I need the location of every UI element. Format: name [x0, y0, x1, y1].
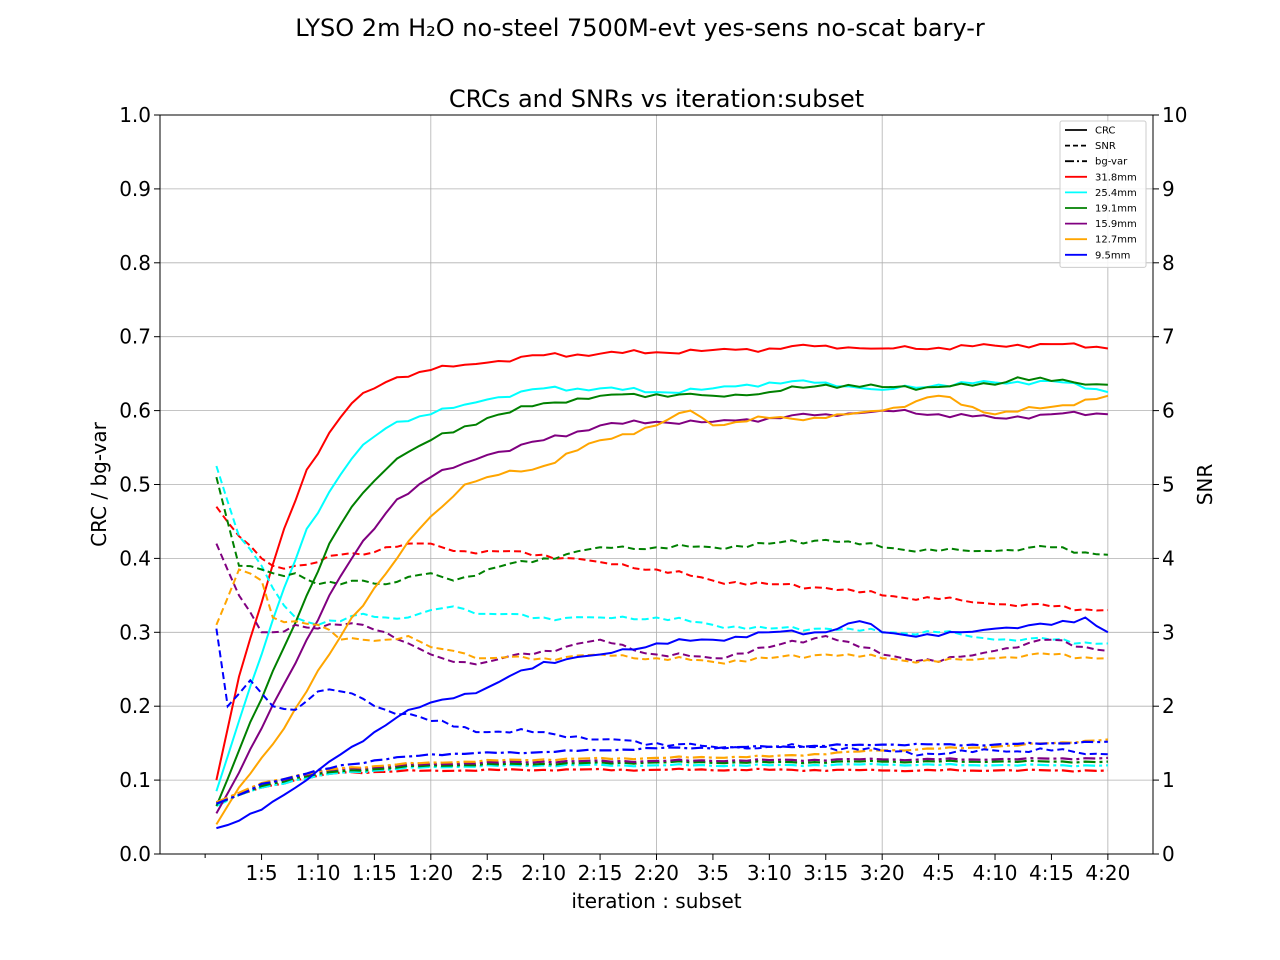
y-tick-label: 0.0	[119, 842, 151, 866]
snr-line	[215, 568, 1108, 665]
y2-tick-label: 6	[1162, 399, 1175, 423]
y-tick-label: 0.1	[119, 768, 151, 792]
snr-line	[215, 476, 1108, 586]
legend-label: 12.7mm	[1095, 235, 1137, 246]
y-tick-label: 0.6	[119, 399, 151, 423]
legend-box	[1059, 120, 1147, 268]
crc-line	[215, 379, 1109, 792]
y-tick-label: 0.4	[119, 546, 151, 570]
crc-line	[215, 394, 1109, 825]
y2-axis-label: SNR	[1193, 464, 1217, 506]
y-tick-label: 0.7	[119, 325, 151, 349]
snr-line	[215, 465, 1108, 645]
y-tick-label: 0.3	[119, 620, 151, 644]
chart-title: CRCs and SNRs vs iteration:subset	[448, 85, 865, 113]
crc-line	[215, 376, 1108, 807]
crc-line	[216, 616, 1109, 830]
y-tick-label: 0.9	[119, 177, 151, 201]
legend-label: 25.4mm	[1095, 188, 1137, 199]
y-tick-label: 0.8	[119, 251, 151, 275]
x-tick-label: 1:20	[408, 861, 453, 885]
x-tick-label: 4:5	[923, 861, 955, 885]
legend-label: 19.1mm	[1095, 204, 1137, 215]
x-tick-label: 2:5	[471, 861, 503, 885]
x-tick-label: 2:10	[521, 861, 566, 885]
y-tick-label: 0.5	[119, 473, 151, 497]
x-tick-label: 4:20	[1085, 861, 1130, 885]
y2-tick-label: 2	[1162, 694, 1175, 718]
y2-tick-label: 9	[1162, 177, 1175, 201]
snr-line	[215, 628, 1108, 757]
snr-line	[215, 506, 1108, 612]
x-axis: 1:5 1:10 1:15 1:20 2:5 2:10 2:15 2:20 3:5 3:10 3:1…	[204, 854, 1130, 885]
y2-tick-label: 1	[1162, 768, 1175, 792]
y-axis-label: CRC / bg-var	[87, 421, 111, 546]
crc-line	[215, 342, 1109, 781]
series-lines	[215, 342, 1109, 830]
legend-label: bg-var	[1095, 157, 1128, 168]
snr-line	[215, 543, 1108, 666]
bgvar-line	[215, 738, 1109, 804]
y2-tick-label: 10	[1162, 103, 1187, 127]
crc-line	[215, 408, 1108, 814]
y2-tick-label: 0	[1162, 842, 1175, 866]
x-tick-label: 3:20	[860, 861, 905, 885]
y-tick-label: 0.2	[119, 694, 151, 718]
x-tick-label: 1:5	[245, 861, 277, 885]
legend: CRC SNR bg-var 31.8mm 25.4mm 19.1mm 15.9mm 12.7…	[1059, 120, 1147, 268]
grid-lines	[160, 114, 1153, 855]
x-axis-label: iteration : subset	[571, 889, 741, 913]
bgvar-line	[216, 767, 1108, 804]
x-tick-label: 4:10	[973, 861, 1018, 885]
y2-tick-label: 4	[1162, 546, 1175, 570]
legend-label: 31.8mm	[1095, 172, 1137, 183]
x-tick-label: 2:20	[634, 861, 679, 885]
y-axis-left: 0.0 0.1 0.2 0.3 0.4 0.5 0.6 0.7 0.8 0.9 1.0	[119, 103, 160, 866]
legend-label: 9.5mm	[1095, 250, 1130, 261]
y2-tick-label: 5	[1162, 473, 1175, 497]
bgvar-line	[215, 740, 1108, 805]
x-tick-label: 4:15	[1029, 861, 1074, 885]
y2-tick-label: 7	[1162, 325, 1175, 349]
x-tick-label: 3:5	[697, 861, 729, 885]
y2-tick-label: 8	[1162, 251, 1175, 275]
x-tick-label: 1:10	[296, 861, 341, 885]
y-tick-label: 1.0	[119, 103, 151, 127]
legend-label: CRC	[1095, 126, 1115, 137]
x-tick-label: 1:15	[352, 861, 397, 885]
figure-suptitle: LYSO 2m H₂O no-steel 7500M-evt yes-sens …	[295, 14, 985, 42]
y-axis-right: 0 1 2 3 4 5 6 7 8 9 10	[1153, 103, 1187, 866]
legend-label: SNR	[1095, 141, 1116, 152]
x-tick-label: 3:10	[747, 861, 792, 885]
x-tick-label: 3:15	[803, 861, 848, 885]
y2-tick-label: 3	[1162, 620, 1175, 644]
legend-label: 15.9mm	[1095, 219, 1137, 230]
x-tick-label: 2:15	[578, 861, 623, 885]
